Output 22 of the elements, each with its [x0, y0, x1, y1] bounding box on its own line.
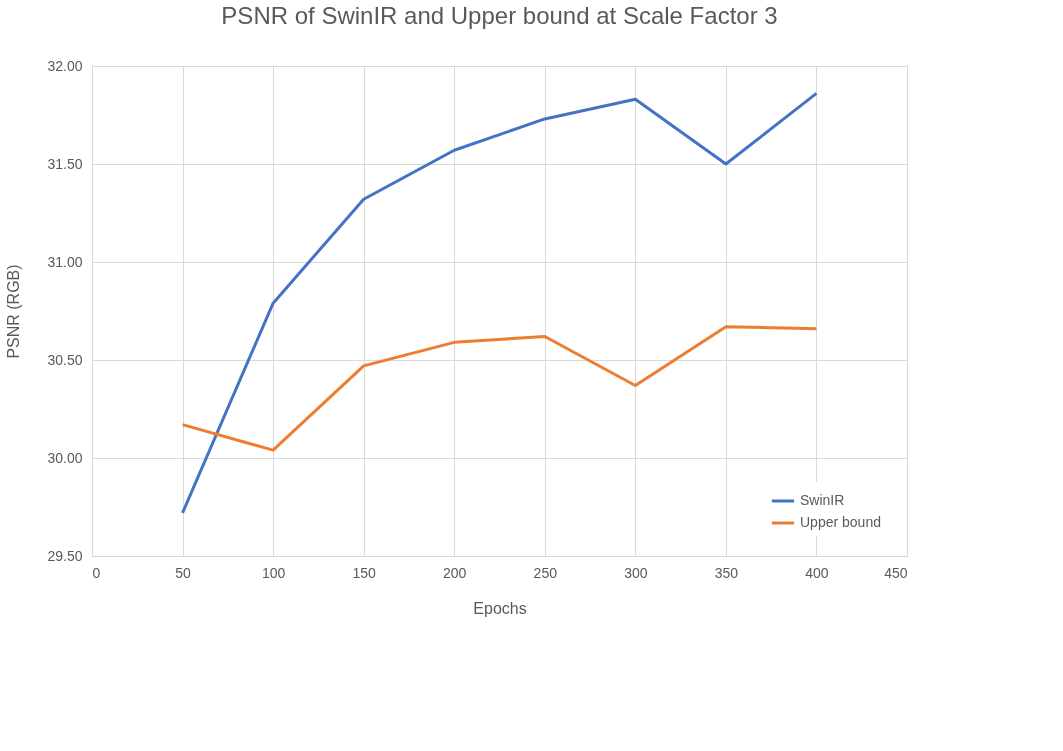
x-tick-label: 250 [533, 564, 558, 581]
x-tick-label: 150 [352, 564, 377, 581]
x-tick-label: 450 [884, 564, 908, 581]
x-tick-label: 350 [714, 564, 739, 581]
y-tick-label: 32.00 [47, 57, 83, 74]
y-tick-label: 30.50 [47, 351, 83, 368]
x-axis-title: Epochs [473, 599, 527, 617]
y-tick-label: 30.00 [47, 449, 83, 466]
legend-label: SwinIR [800, 492, 845, 508]
legend-label: Upper bound [800, 514, 881, 530]
y-tick-label: 31.50 [47, 155, 83, 172]
x-tick-label: 400 [805, 564, 829, 581]
x-tick-label: 200 [443, 564, 467, 581]
chart-title: PSNR of SwinIR and Upper bound at Scale Factor 3 [221, 2, 778, 29]
y-tick-label: 31.00 [47, 253, 83, 270]
x-tick-label: 300 [624, 564, 648, 581]
y-tick-label: 29.50 [47, 547, 83, 564]
x-tick-label: 50 [175, 564, 192, 581]
x-tick-label: 0 [92, 564, 101, 581]
y-axis-title: PSNR (RGB) [5, 264, 23, 359]
line-series [181, 325, 818, 452]
x-tick-label: 100 [261, 564, 286, 581]
